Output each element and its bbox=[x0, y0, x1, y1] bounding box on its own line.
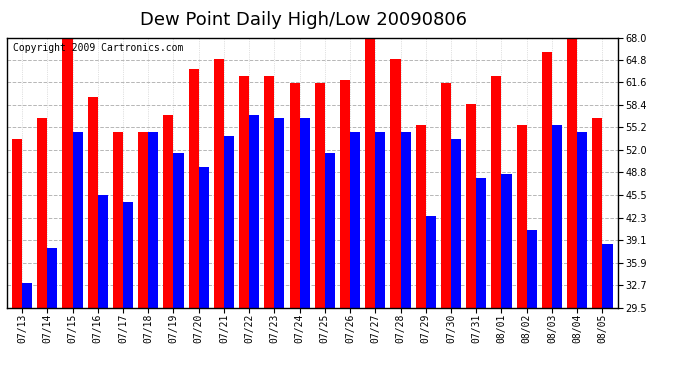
Bar bbox=[22, 283, 32, 308]
Bar bbox=[391, 58, 400, 308]
Bar bbox=[37, 118, 48, 308]
Bar bbox=[12, 139, 22, 308]
Bar bbox=[290, 83, 299, 308]
Bar bbox=[577, 132, 587, 308]
Bar bbox=[426, 216, 436, 308]
Bar bbox=[441, 83, 451, 308]
Bar bbox=[275, 118, 284, 308]
Text: Copyright 2009 Cartronics.com: Copyright 2009 Cartronics.com bbox=[13, 43, 184, 53]
Bar bbox=[148, 132, 158, 308]
Bar bbox=[113, 132, 123, 308]
Bar bbox=[375, 132, 386, 308]
Bar bbox=[173, 153, 184, 308]
Bar bbox=[214, 58, 224, 308]
Bar bbox=[48, 248, 57, 308]
Bar bbox=[491, 76, 502, 308]
Bar bbox=[325, 153, 335, 308]
Bar bbox=[188, 69, 199, 308]
Bar bbox=[567, 38, 577, 308]
Bar bbox=[350, 132, 360, 308]
Bar bbox=[199, 167, 209, 308]
Bar bbox=[123, 202, 133, 308]
Bar bbox=[299, 118, 310, 308]
Bar bbox=[365, 38, 375, 308]
Bar bbox=[451, 139, 461, 308]
Bar bbox=[249, 115, 259, 308]
Bar bbox=[542, 51, 552, 308]
Bar bbox=[224, 136, 234, 308]
Bar bbox=[415, 125, 426, 308]
Bar bbox=[400, 132, 411, 308]
Bar bbox=[239, 76, 249, 308]
Bar bbox=[98, 195, 108, 308]
Bar bbox=[592, 118, 602, 308]
Bar bbox=[164, 115, 173, 308]
Bar bbox=[476, 178, 486, 308]
Bar bbox=[340, 80, 350, 308]
Bar bbox=[552, 125, 562, 308]
Bar bbox=[264, 76, 275, 308]
Bar bbox=[72, 132, 83, 308]
Bar bbox=[526, 230, 537, 308]
Bar bbox=[517, 125, 526, 308]
Bar bbox=[502, 174, 511, 308]
Bar bbox=[62, 38, 72, 308]
Bar bbox=[315, 83, 325, 308]
Bar bbox=[88, 97, 98, 308]
Text: Dew Point Daily High/Low 20090806: Dew Point Daily High/Low 20090806 bbox=[140, 11, 467, 29]
Bar bbox=[602, 244, 613, 308]
Bar bbox=[466, 104, 476, 308]
Bar bbox=[138, 132, 148, 308]
